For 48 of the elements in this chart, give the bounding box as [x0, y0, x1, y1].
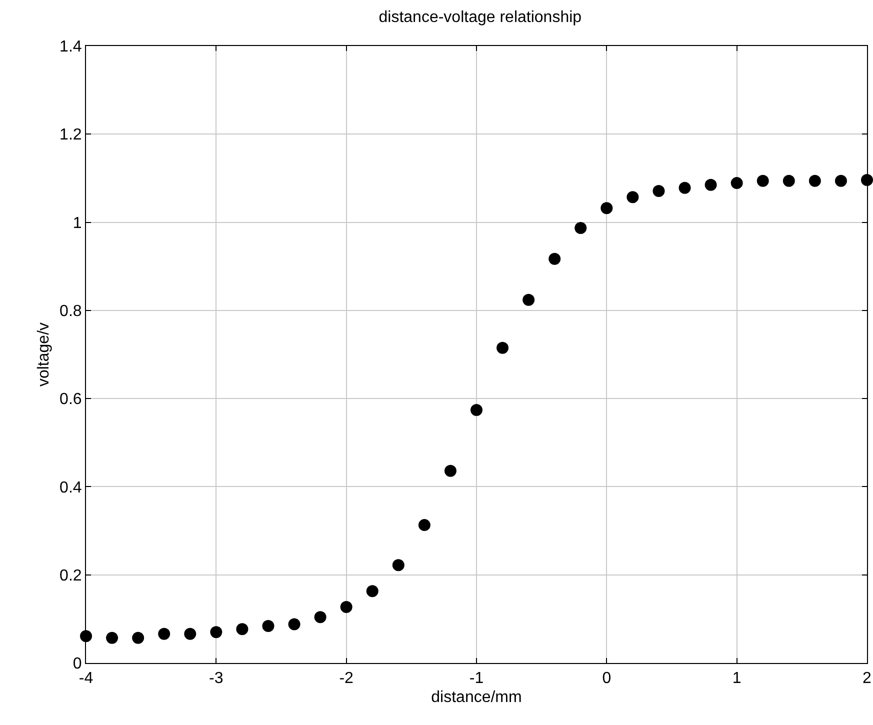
y-tick-label: 0.6 [60, 391, 82, 408]
y-tick-label: 1.4 [60, 38, 82, 56]
point [678, 182, 691, 194]
x-tick-label: -2 [339, 670, 354, 688]
point [392, 559, 404, 572]
point [262, 620, 274, 632]
y-tick-label: 0.4 [60, 479, 82, 496]
point [782, 174, 795, 187]
x-axis-title: distance/mm [431, 688, 522, 706]
point [496, 342, 509, 354]
point [210, 626, 222, 638]
y-tick-label: 0 [72, 656, 82, 673]
point [444, 464, 456, 477]
point [288, 618, 300, 630]
y-tick-label: 0.2 [60, 567, 82, 584]
point [184, 628, 196, 640]
point [730, 177, 743, 190]
x-tick-label: 1 [732, 670, 742, 688]
point [652, 185, 665, 197]
point [340, 601, 352, 614]
point [418, 519, 430, 532]
point [366, 585, 378, 598]
point [314, 611, 326, 624]
x-tick-label: 0 [602, 670, 612, 688]
point [626, 191, 639, 204]
point [834, 174, 847, 187]
y-axis-title: voltage/v [35, 322, 52, 387]
x-tick-label: -3 [209, 670, 224, 688]
x-tick-label: 2 [862, 670, 872, 688]
point [236, 623, 248, 636]
y-tick-label: 1.2 [60, 126, 82, 144]
point [600, 202, 613, 214]
point [704, 178, 717, 191]
chart-title: distance-voltage relationship [378, 9, 582, 26]
point [158, 628, 170, 640]
point [574, 222, 587, 234]
point [522, 294, 535, 306]
y-tick-label: 1 [72, 214, 82, 232]
point [80, 630, 92, 642]
y-tick-label: 0.8 [60, 303, 82, 320]
point [132, 632, 144, 644]
point [106, 632, 118, 644]
x-tick-label: -1 [469, 670, 484, 688]
point [548, 252, 561, 265]
point [808, 174, 821, 187]
point [470, 404, 482, 416]
x-tick-label: -4 [78, 670, 94, 688]
point [756, 174, 769, 187]
